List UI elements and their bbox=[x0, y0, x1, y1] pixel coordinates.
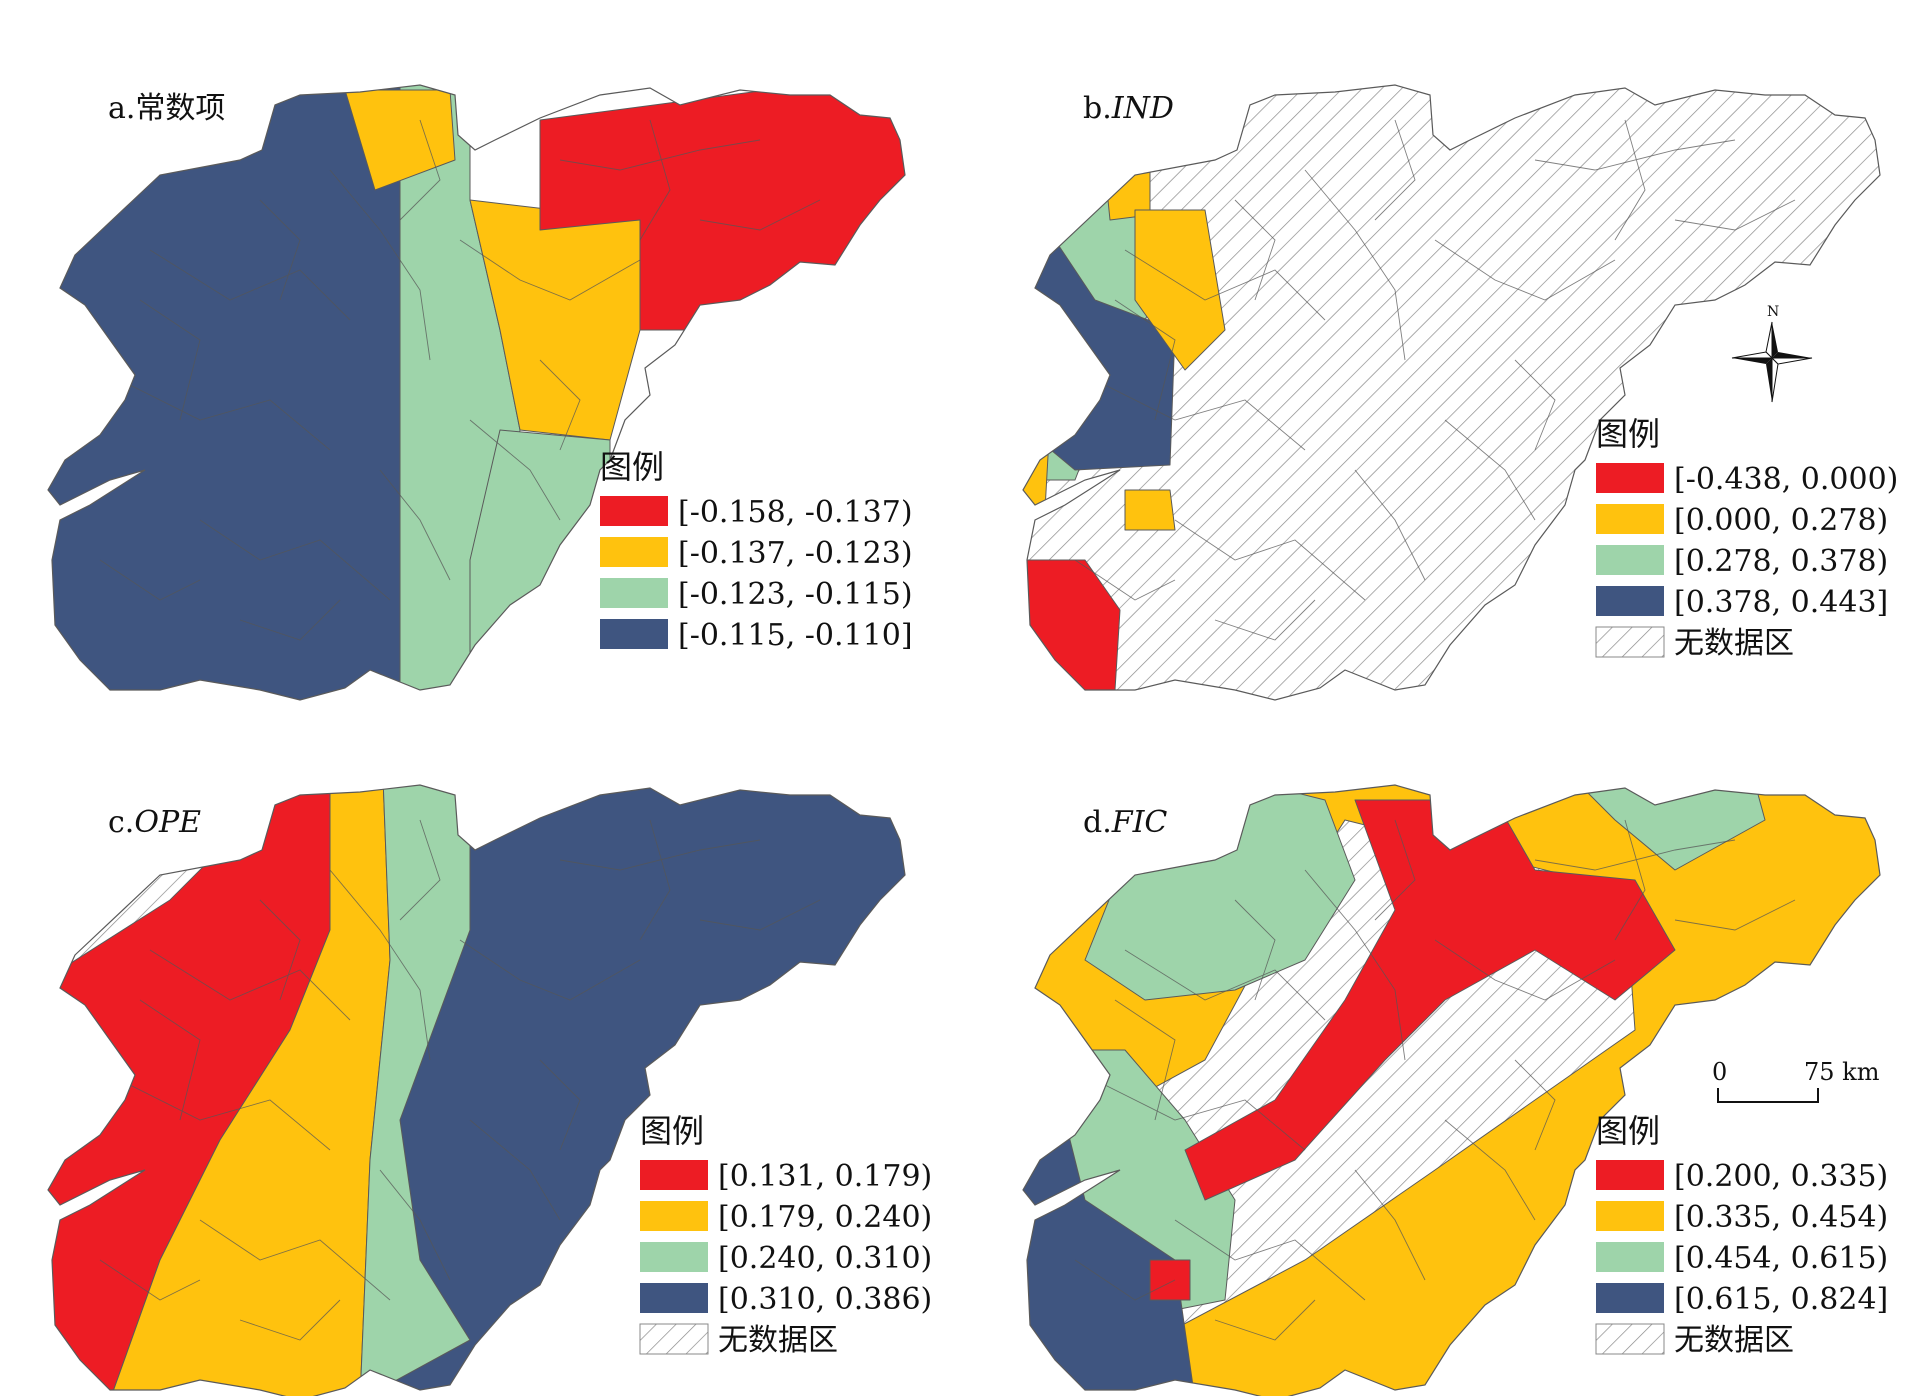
scale-start-label: 0 bbox=[1712, 1058, 1727, 1086]
legend-swatch-yellow bbox=[600, 537, 668, 567]
legend-title: 图例 bbox=[640, 1112, 704, 1150]
region-green-south bbox=[469, 429, 611, 700]
legend-swatch-green bbox=[640, 1242, 708, 1272]
legend-label: [-0.137, -0.123) bbox=[678, 536, 913, 571]
legend-label: [0.615, 0.824] bbox=[1674, 1282, 1888, 1317]
legend-swatch-nodata bbox=[639, 1323, 709, 1355]
panel-title-c: c.OPE bbox=[108, 805, 201, 840]
legend-label: 无数据区 bbox=[1674, 1323, 1794, 1358]
panel-title-a: a.常数项 bbox=[108, 91, 225, 126]
legend-swatch-red bbox=[1596, 1160, 1664, 1190]
legend-c: 图例 [0.131, 0.179) [0.179, 0.240) [0.240, 0.… bbox=[639, 1112, 932, 1358]
scale-bar: 0 75 km bbox=[1712, 1058, 1880, 1103]
map-c-county-lines bbox=[99, 819, 821, 1341]
legend-label: [-0.123, -0.115) bbox=[678, 577, 913, 612]
north-arrow: N bbox=[1731, 304, 1813, 403]
legend-label: [-0.438, 0.000) bbox=[1674, 462, 1898, 497]
legend-label: [0.200, 0.335) bbox=[1674, 1159, 1888, 1194]
region-red-belt bbox=[1184, 799, 1676, 1201]
map-panel-a bbox=[47, 84, 906, 701]
legend-label: 无数据区 bbox=[1674, 626, 1794, 661]
legend-label: [0.278, 0.378) bbox=[1674, 544, 1888, 579]
legend-swatch-blue bbox=[1596, 1283, 1664, 1313]
map-a-county-lines bbox=[99, 119, 821, 641]
panel-title-d: d.FIC bbox=[1083, 805, 1167, 840]
region-yellow-small bbox=[1124, 489, 1176, 531]
legend-title: 图例 bbox=[600, 448, 664, 486]
legend-swatch-blue bbox=[600, 619, 668, 649]
legend-a: 图例 [-0.158, -0.137) [-0.137, -0.123) [-0.12… bbox=[600, 448, 913, 653]
region-yellow-north bbox=[344, 89, 456, 191]
legend-label: [0.454, 0.615) bbox=[1674, 1241, 1888, 1276]
legend-label: [0.378, 0.443] bbox=[1674, 585, 1888, 620]
legend-swatch-green bbox=[1596, 545, 1664, 575]
panel-title-b: b.IND bbox=[1083, 91, 1174, 126]
map-d-county-lines bbox=[1074, 819, 1796, 1341]
legend-swatch-red bbox=[640, 1160, 708, 1190]
legend-b: 图例 [-0.438, 0.000) [0.000, 0.278) [0.278, 0… bbox=[1595, 415, 1898, 661]
legend-swatch-yellow bbox=[1596, 1201, 1664, 1231]
scale-bar-line bbox=[1717, 1088, 1819, 1103]
compass-icon bbox=[1731, 321, 1813, 403]
map-a-regions bbox=[48, 85, 905, 700]
legend-swatch-yellow bbox=[1596, 504, 1664, 534]
region-red-southwest bbox=[1023, 559, 1121, 700]
legend-swatch-green bbox=[600, 578, 668, 608]
legend-swatch-yellow bbox=[640, 1201, 708, 1231]
legend-swatch-nodata bbox=[1595, 1323, 1665, 1355]
region-yellow-east bbox=[1134, 209, 1226, 371]
legend-title: 图例 bbox=[1596, 415, 1660, 453]
legend-label: [0.131, 0.179) bbox=[718, 1159, 932, 1194]
legend-label: 无数据区 bbox=[718, 1323, 838, 1358]
legend-title: 图例 bbox=[1596, 1112, 1660, 1150]
scale-end-label: 75 km bbox=[1804, 1058, 1880, 1086]
legend-swatch-red bbox=[1596, 463, 1664, 493]
legend-label: [0.310, 0.386) bbox=[718, 1282, 932, 1317]
map-b-county-lines bbox=[1074, 119, 1796, 641]
legend-d: 图例 [0.200, 0.335) [0.335, 0.454) [0.454, 0.… bbox=[1595, 1112, 1888, 1358]
legend-swatch-nodata bbox=[1595, 626, 1665, 658]
legend-swatch-red bbox=[600, 496, 668, 526]
legend-swatch-blue bbox=[640, 1283, 708, 1313]
legend-swatch-green bbox=[1596, 1242, 1664, 1272]
legend-label: [-0.115, -0.110] bbox=[678, 618, 913, 653]
north-label: N bbox=[1767, 304, 1779, 320]
legend-label: [0.240, 0.310) bbox=[718, 1241, 932, 1276]
legend-label: [0.335, 0.454) bbox=[1674, 1200, 1888, 1235]
region-red-small bbox=[1149, 1259, 1191, 1301]
legend-label: [-0.158, -0.137) bbox=[678, 495, 913, 530]
legend-swatch-blue bbox=[1596, 586, 1664, 616]
legend-label: [0.179, 0.240) bbox=[718, 1200, 932, 1235]
legend-label: [0.000, 0.278) bbox=[1674, 503, 1888, 538]
